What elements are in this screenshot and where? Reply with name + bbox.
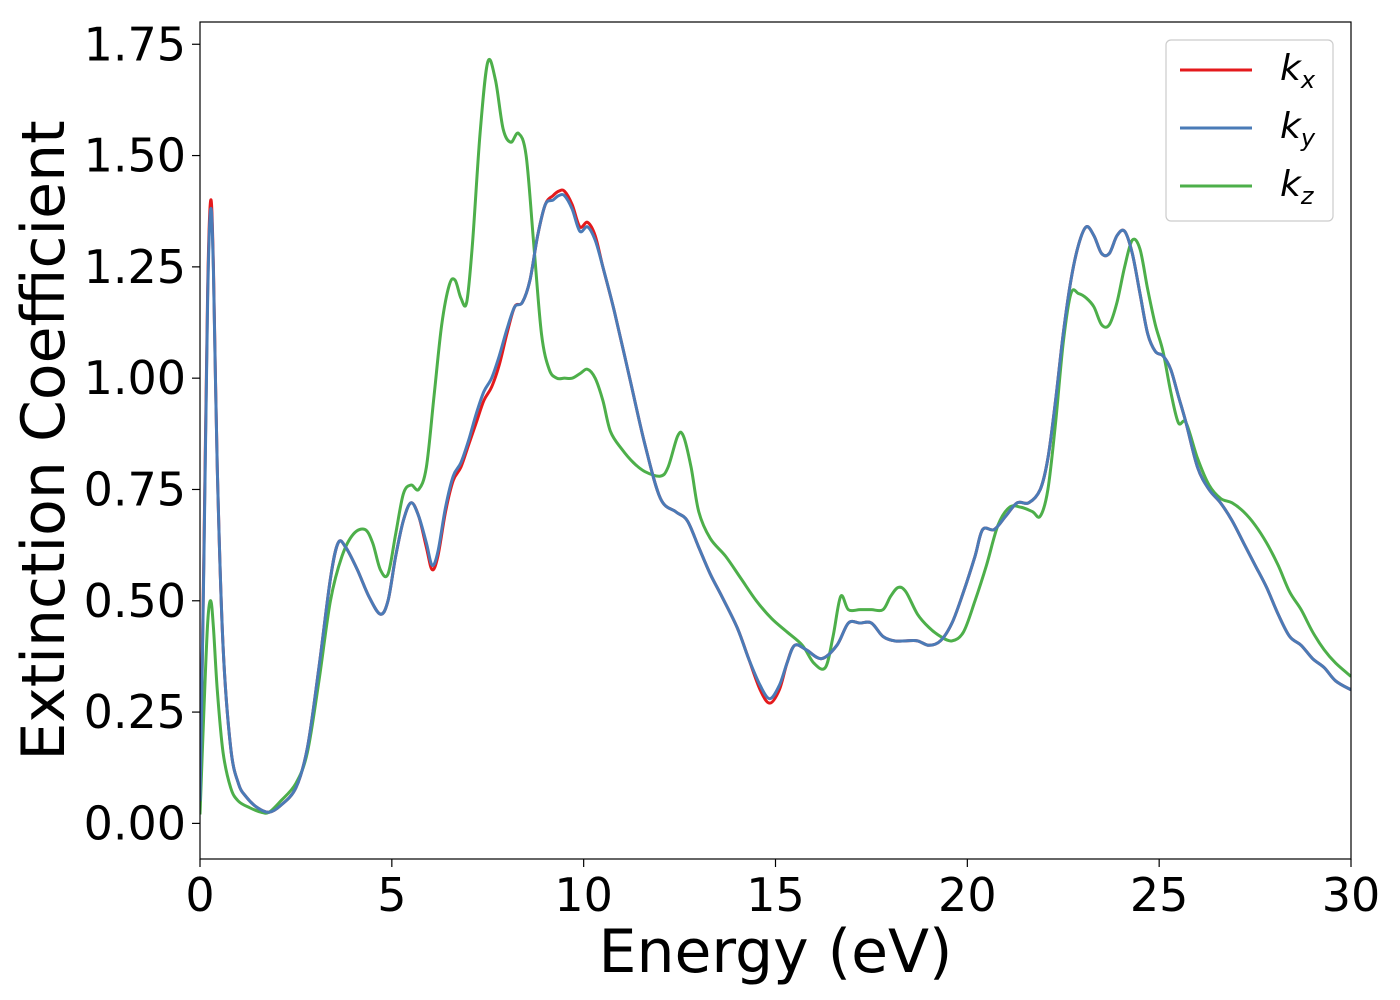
x-axis-title: Energy (eV) <box>599 917 953 987</box>
y-tick-label: 1.50 <box>84 129 186 183</box>
y-tick-label: 0.50 <box>84 574 186 628</box>
y-axis-ticks: 0.00 0.25 0.50 0.75 1.00 1.25 1.50 1.75 <box>84 17 200 850</box>
x-tick-label: 10 <box>554 868 613 922</box>
series-line-y <box>200 192 1351 814</box>
y-tick-label: 1.25 <box>84 240 186 294</box>
x-tick-label: 15 <box>746 868 805 922</box>
legend-box <box>1165 39 1334 222</box>
x-tick-label: 25 <box>1130 868 1189 922</box>
y-tick-label: 1.00 <box>84 351 186 405</box>
y-tick-label: 0.25 <box>84 685 186 739</box>
y-tick-label: 1.75 <box>84 17 186 71</box>
y-tick-label: 0.75 <box>84 462 186 516</box>
legend-label-z: kz <box>1280 164 1315 210</box>
series-line-x <box>200 188 1351 814</box>
series-line-z <box>200 58 1351 815</box>
legend-label-x: kx <box>1280 48 1316 94</box>
x-axis-ticks: 0 5 10 15 20 25 30 <box>185 859 1380 922</box>
y-axis-title: Extinction Coefficient <box>9 120 79 760</box>
x-tick-label: 30 <box>1322 868 1381 922</box>
legend: kx ky kz <box>1165 39 1334 222</box>
series-layer <box>200 58 1351 815</box>
x-tick-label: 5 <box>377 868 406 922</box>
x-tick-label: 20 <box>938 868 997 922</box>
y-tick-label: 0.00 <box>84 796 186 850</box>
x-tick-label: 0 <box>185 868 214 922</box>
legend-label-y: ky <box>1280 106 1316 152</box>
